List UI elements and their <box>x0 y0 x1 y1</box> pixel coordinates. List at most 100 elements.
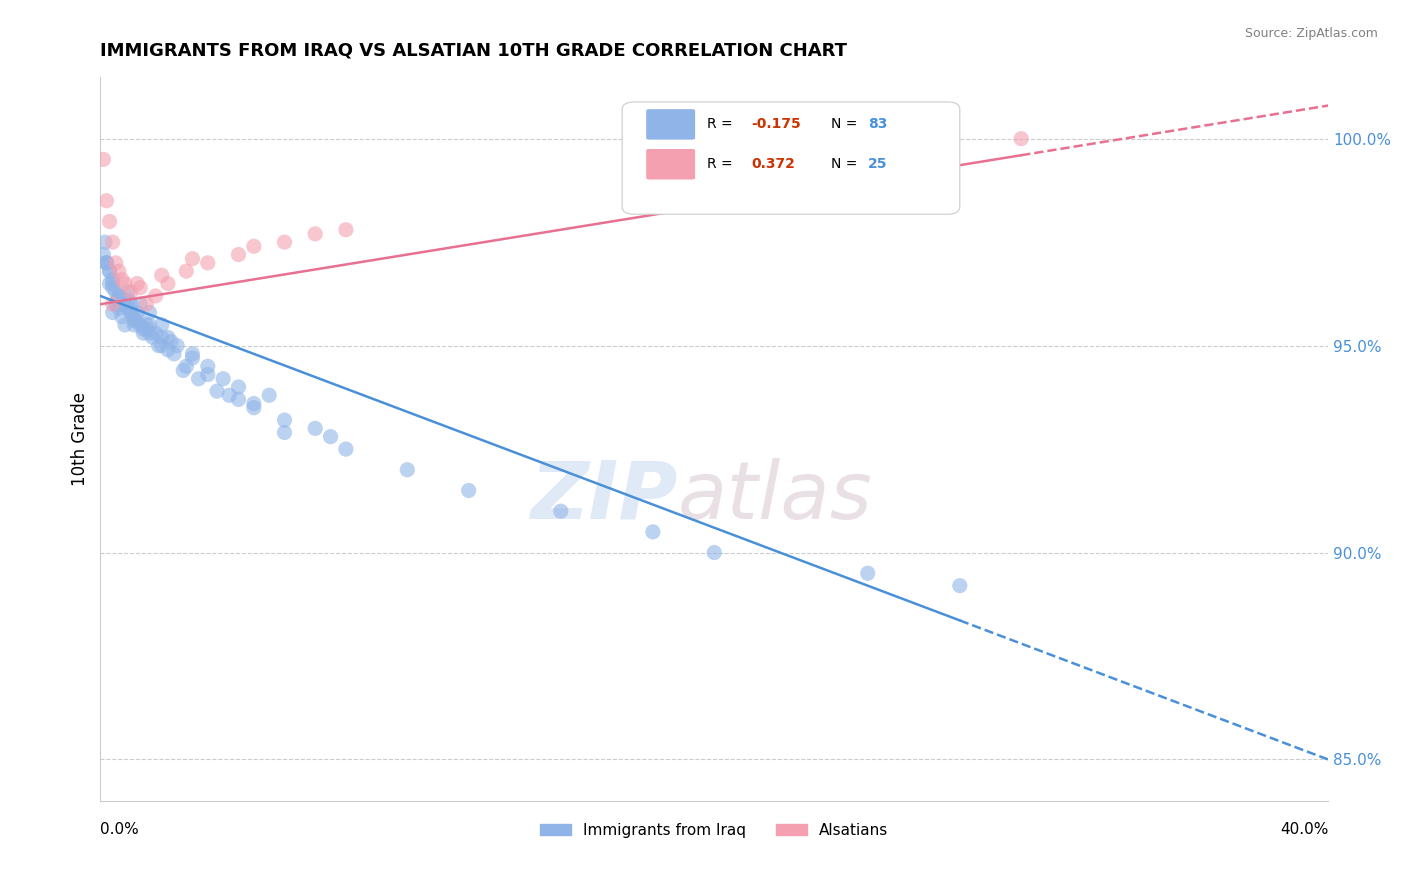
Point <box>150 338 173 352</box>
Point <box>93 153 115 167</box>
Text: R =: R = <box>707 157 737 171</box>
Point <box>98 214 121 228</box>
Point <box>114 293 136 307</box>
Point <box>96 256 118 270</box>
Point <box>94 235 117 249</box>
Point <box>111 310 134 324</box>
Text: N =: N = <box>831 118 862 131</box>
Point <box>111 297 134 311</box>
Point <box>101 235 124 249</box>
Point <box>120 305 142 319</box>
Point <box>150 330 173 344</box>
Point <box>120 297 142 311</box>
Point <box>257 388 280 402</box>
Point <box>127 314 149 328</box>
Legend: Immigrants from Iraq, Alsatians: Immigrants from Iraq, Alsatians <box>534 817 894 844</box>
Point <box>135 318 157 332</box>
Point <box>93 247 115 261</box>
Point <box>457 483 479 498</box>
Point <box>111 297 134 311</box>
Point <box>641 524 664 539</box>
Point <box>104 297 127 311</box>
Point <box>122 314 145 328</box>
Point <box>101 281 124 295</box>
Text: N =: N = <box>831 157 862 171</box>
Point <box>550 504 572 518</box>
Point <box>120 285 142 299</box>
Point <box>163 347 186 361</box>
Point <box>104 256 127 270</box>
Point <box>304 421 326 435</box>
FancyBboxPatch shape <box>645 109 696 140</box>
Text: R =: R = <box>707 118 737 131</box>
Point <box>172 363 194 377</box>
Text: 25: 25 <box>868 157 887 171</box>
Point <box>197 359 219 374</box>
Point <box>319 430 342 444</box>
Point <box>176 359 198 374</box>
Y-axis label: 10th Grade: 10th Grade <box>72 392 89 486</box>
Point <box>96 194 118 208</box>
Point <box>150 318 173 332</box>
Point <box>129 297 152 311</box>
Point <box>156 343 179 357</box>
Point <box>101 277 124 291</box>
Point <box>101 272 124 286</box>
Point <box>156 330 179 344</box>
Point <box>335 442 357 456</box>
Text: atlas: atlas <box>678 458 872 536</box>
Point <box>101 305 124 319</box>
Point <box>181 347 204 361</box>
Point <box>138 326 160 341</box>
Point <box>273 235 295 249</box>
Text: ZIP: ZIP <box>530 458 678 536</box>
Point <box>141 330 163 344</box>
Point <box>166 338 188 352</box>
Point <box>135 297 157 311</box>
Text: IMMIGRANTS FROM IRAQ VS ALSATIAN 10TH GRADE CORRELATION CHART: IMMIGRANTS FROM IRAQ VS ALSATIAN 10TH GR… <box>100 42 848 60</box>
Point <box>703 545 725 559</box>
Point <box>218 388 240 402</box>
Point <box>243 239 266 253</box>
Point <box>107 301 129 316</box>
Point <box>96 256 118 270</box>
Point <box>98 264 121 278</box>
Point <box>304 227 326 241</box>
Point <box>160 334 183 349</box>
Point <box>122 318 145 332</box>
Point <box>197 368 219 382</box>
Point <box>228 392 250 407</box>
Point <box>114 318 136 332</box>
Point <box>148 338 170 352</box>
Point <box>111 272 134 286</box>
FancyBboxPatch shape <box>645 148 696 180</box>
Point <box>117 293 139 307</box>
Text: 0.372: 0.372 <box>751 157 794 171</box>
Point <box>107 289 129 303</box>
Point <box>122 310 145 324</box>
Point <box>132 322 155 336</box>
Point <box>273 413 295 427</box>
Point <box>107 264 129 278</box>
Point <box>104 285 127 299</box>
Point <box>114 297 136 311</box>
Point <box>127 277 149 291</box>
Point <box>243 396 266 410</box>
Point <box>187 372 209 386</box>
Point <box>335 223 357 237</box>
Point <box>127 305 149 319</box>
Text: -0.175: -0.175 <box>751 118 801 131</box>
Point <box>396 463 419 477</box>
Point <box>181 252 204 266</box>
Point <box>156 277 179 291</box>
Point <box>114 277 136 291</box>
Point <box>273 425 295 440</box>
Text: Source: ZipAtlas.com: Source: ZipAtlas.com <box>1244 27 1378 40</box>
Point <box>96 256 118 270</box>
Point <box>132 326 155 341</box>
Point <box>197 256 219 270</box>
Point <box>135 322 157 336</box>
Point <box>228 247 250 261</box>
Point <box>145 289 167 303</box>
Point <box>181 351 204 365</box>
